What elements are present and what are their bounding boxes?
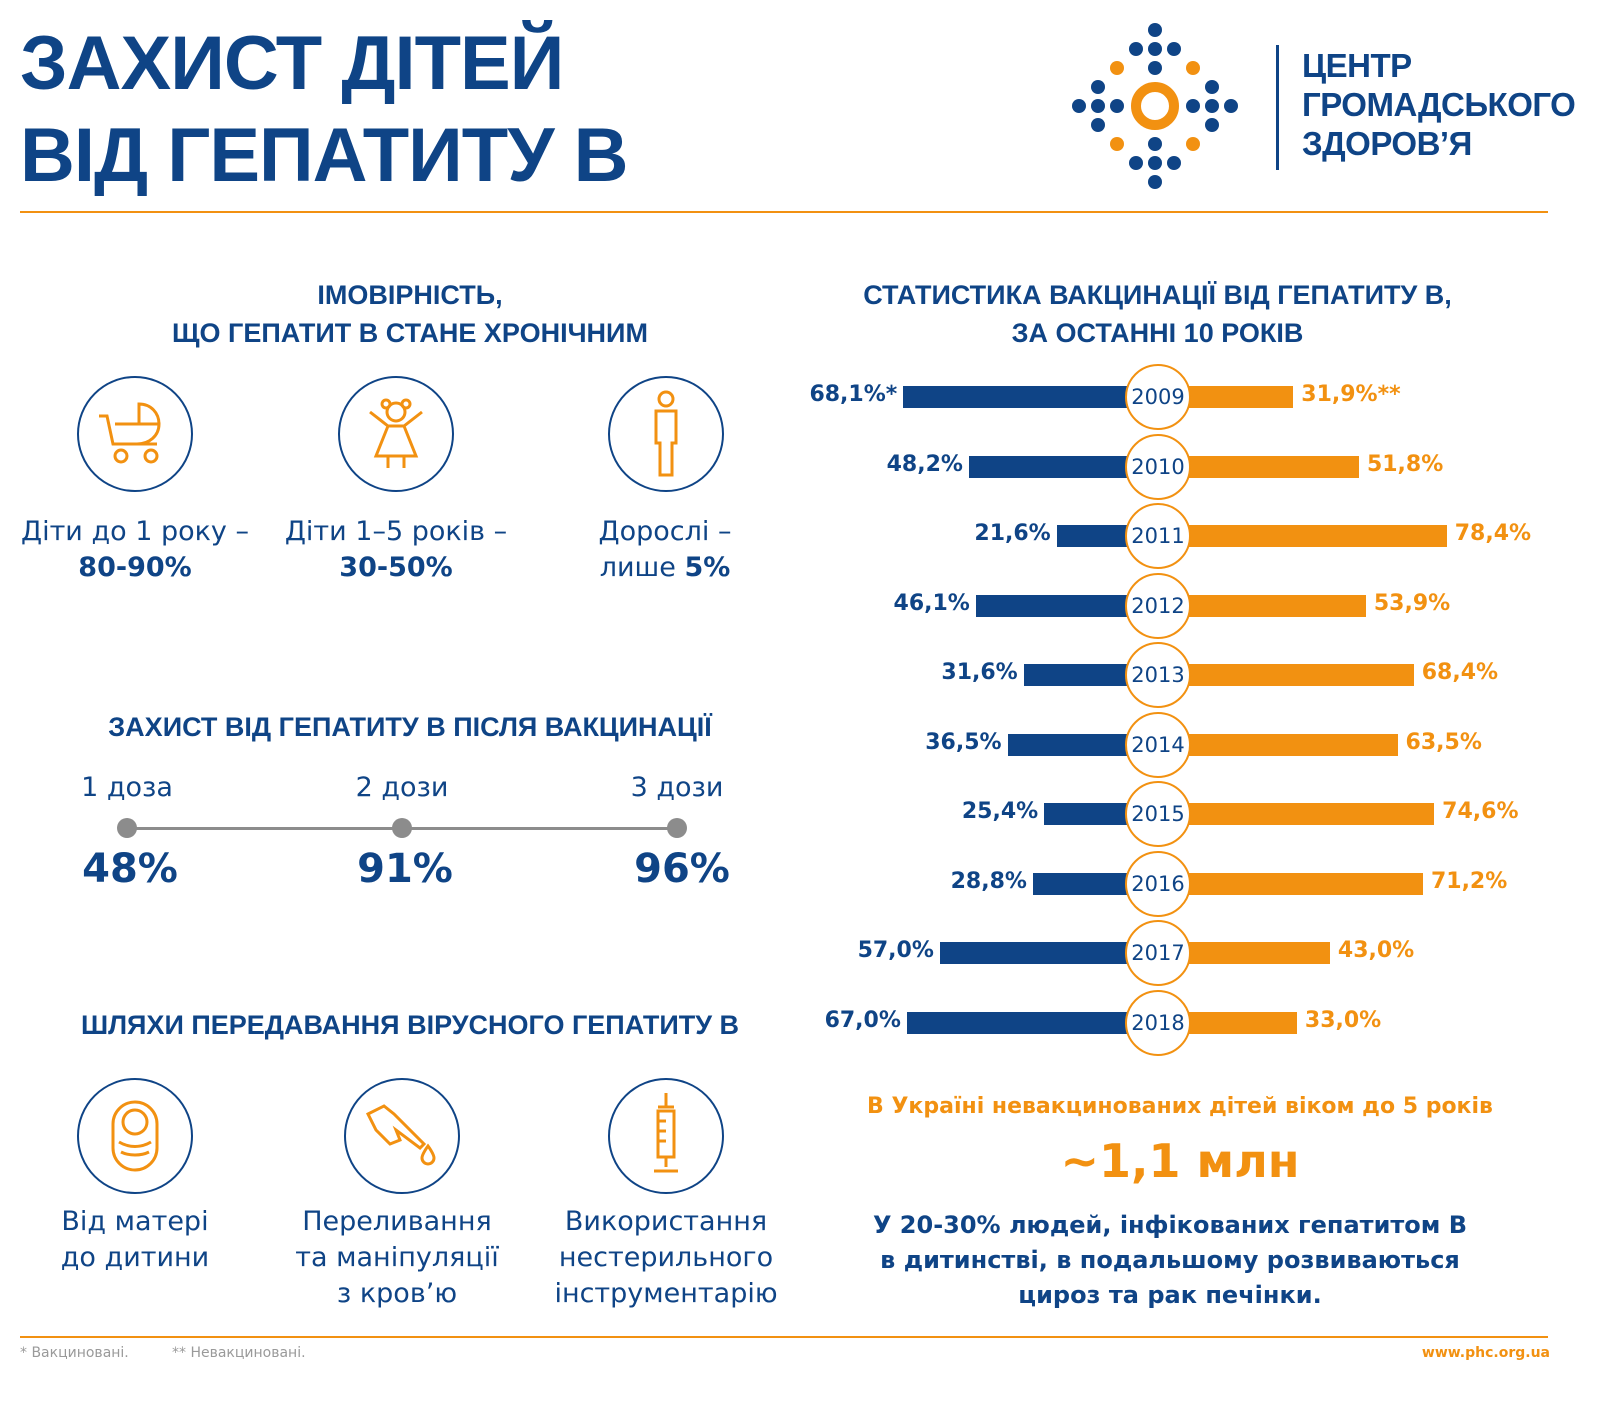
bar-unvaccinated-2017 <box>1188 942 1330 964</box>
bar-unvaccinated-2010 <box>1188 455 1359 478</box>
transmission-item-blood: Переливання та маніпуляції з кров’ю <box>295 1206 499 1309</box>
bar-unvaccinated-2015 <box>1188 803 1435 825</box>
label-vaccinated-2012: 46,1% <box>893 590 970 616</box>
dose-label-1: 1 доза <box>81 772 173 803</box>
website-link[interactable]: www.phc.org.ua <box>1421 1345 1550 1361</box>
chart-row-2014: 36,5% 63,5% 2014 <box>0 710 1600 780</box>
chart-row-2013: 31,6% 68,4% 2013 <box>0 640 1600 710</box>
label-unvaccinated-2015: 74,6% <box>1442 799 1519 824</box>
bar-unvaccinated-2018 <box>1188 1011 1297 1034</box>
logo-dots-icon <box>1072 23 1238 189</box>
logo <box>1070 22 1250 192</box>
dose-value-2: 91% <box>357 846 453 892</box>
chart-row-2009: 68,1%* 31,9%** 2009 <box>0 362 1600 432</box>
chart-row-2016: 28,8% 71,2% 2016 <box>0 849 1600 919</box>
label-vaccinated-2014: 36,5% <box>925 729 1002 755</box>
label-vaccinated-2010: 48,2% <box>886 451 963 477</box>
bar-vaccinated-2012 <box>975 594 1128 617</box>
footnote-vaccinated: * Вакциновані. <box>20 1345 129 1361</box>
logo-text: ЦЕНТР ГРОМАДСЬКОГО ЗДОРОВ’Я <box>1302 47 1576 162</box>
dose-label-2: 2 дози <box>355 772 449 803</box>
unvaccinated-label: В Україні невакцинованих дітей віком до … <box>867 1094 1493 1119</box>
year-label-2017: 2017 <box>1125 920 1191 986</box>
year-label-2014: 2014 <box>1125 711 1191 778</box>
year-label-2012: 2012 <box>1125 572 1191 639</box>
transmission-title: ШЛЯХИ ПЕРЕДАВАННЯ ВІРУСНОГО ГЕПАТИТУ В <box>80 1010 740 1040</box>
label-unvaccinated-2017: 43,0% <box>1337 938 1415 963</box>
year-label-2011: 2011 <box>1125 503 1191 569</box>
chart-title: СТАТИСТИКА ВАКЦИНАЦІЇ ВІД ГЕПАТИТУ В, ЗА… <box>863 280 1452 348</box>
footnote-unvaccinated: ** Невакциновані. <box>172 1345 306 1361</box>
chronic-item-children: Діти 1–5 років –30-50% <box>284 516 508 583</box>
bar-unvaccinated-2016 <box>1188 872 1423 895</box>
label-vaccinated-2015: 25,4% <box>961 799 1039 824</box>
dose-value-1: 48% <box>82 846 178 892</box>
year-label-2010: 2010 <box>1125 433 1191 500</box>
bar-unvaccinated-2012 <box>1188 594 1366 617</box>
bar-vaccinated-2013 <box>1023 664 1128 686</box>
label-vaccinated-2017: 57,0% <box>857 938 934 963</box>
bar-vaccinated-2015 <box>1044 803 1128 825</box>
bar-vaccinated-2009 <box>903 386 1128 408</box>
label-unvaccinated-2010: 51,8% <box>1366 451 1444 477</box>
dose-dot-3 <box>667 818 687 838</box>
label-unvaccinated-2012: 53,9% <box>1373 590 1451 616</box>
stroller-icon <box>77 376 193 492</box>
year-label-2015: 2015 <box>1125 781 1191 847</box>
year-label-2013: 2013 <box>1125 642 1191 708</box>
bar-vaccinated-2018 <box>906 1011 1128 1034</box>
label-vaccinated-2011: 21,6% <box>974 521 1051 546</box>
baby-icon <box>77 1078 193 1194</box>
label-unvaccinated-2009: 31,9%** <box>1301 382 1401 407</box>
page-title: ЗАХИСТ ДІТЕЙ ВІД ГЕПАТИТУ В <box>20 21 629 198</box>
transmission-item-mother: Від матері до дитини <box>60 1206 210 1273</box>
year-label-2018: 2018 <box>1125 989 1191 1056</box>
label-unvaccinated-2013: 68,4% <box>1421 660 1499 685</box>
vaccination-title: ЗАХИСТ ВІД ГЕПАТИТУ В ПІСЛЯ ВАКЦИНАЦІЇ <box>108 712 712 742</box>
label-unvaccinated-2018: 33,0% <box>1304 1007 1382 1033</box>
child-icon <box>338 376 454 492</box>
label-unvaccinated-2016: 71,2% <box>1430 868 1508 894</box>
bar-vaccinated-2010 <box>968 455 1128 478</box>
bar-vaccinated-2011 <box>1056 525 1128 547</box>
chart-row-2015: 25,4% 74,6% 2015 <box>0 779 1600 849</box>
label-vaccinated-2018: 67,0% <box>824 1007 901 1033</box>
chart-row-2011: 21,6% 78,4% 2011 <box>0 501 1600 571</box>
transmission-item-instruments: Використання нестерильного інструментарію <box>554 1206 778 1309</box>
chart-row-2017: 57,0% 43,0% 2017 <box>0 918 1600 988</box>
bar-unvaccinated-2009 <box>1188 386 1294 408</box>
footer-divider <box>20 1336 1548 1338</box>
dose-dot-1 <box>117 818 137 838</box>
bar-vaccinated-2017 <box>939 942 1128 964</box>
chart-row-2012: 46,1% 53,9% 2012 <box>0 571 1600 641</box>
bar-vaccinated-2016 <box>1032 872 1128 895</box>
chronic-item-adults: Дорослі – лише 5% <box>598 516 732 583</box>
year-label-2009: 2009 <box>1125 364 1191 430</box>
chart-row-2010: 48,2% 51,8% 2010 <box>0 432 1600 502</box>
label-vaccinated-2013: 31,6% <box>941 660 1018 685</box>
logo-divider <box>1276 45 1279 170</box>
label-unvaccinated-2014: 63,5% <box>1405 729 1482 755</box>
unvaccinated-value: ~1,1 млн <box>1060 1134 1300 1188</box>
year-label-2016: 2016 <box>1125 850 1191 917</box>
bar-unvaccinated-2011 <box>1188 525 1447 547</box>
dose-label-3: 3 дози <box>630 772 724 803</box>
adult-icon <box>608 376 724 492</box>
chronic-item-infants: Діти до 1 року –80-90% <box>20 516 249 583</box>
label-unvaccinated-2011: 78,4% <box>1454 521 1532 546</box>
dose-dot-2 <box>392 818 412 838</box>
bar-unvaccinated-2014 <box>1188 733 1398 756</box>
dose-value-3: 96% <box>634 846 730 892</box>
bar-vaccinated-2014 <box>1007 733 1128 756</box>
blood-drop-hand-icon <box>344 1078 460 1194</box>
chronic-title: ІМОВІРНІСТЬ, ЩО ГЕПАТИТ В СТАНЕ ХРОНІЧНИ… <box>172 280 648 348</box>
header-divider <box>20 211 1548 213</box>
bar-unvaccinated-2013 <box>1188 664 1414 686</box>
label-vaccinated-2016: 28,8% <box>950 868 1027 894</box>
chart-row-2018: 67,0% 33,0% 2018 <box>0 988 1600 1058</box>
syringe-icon <box>608 1078 724 1194</box>
label-vaccinated-2009: 68,1%* <box>809 382 898 407</box>
